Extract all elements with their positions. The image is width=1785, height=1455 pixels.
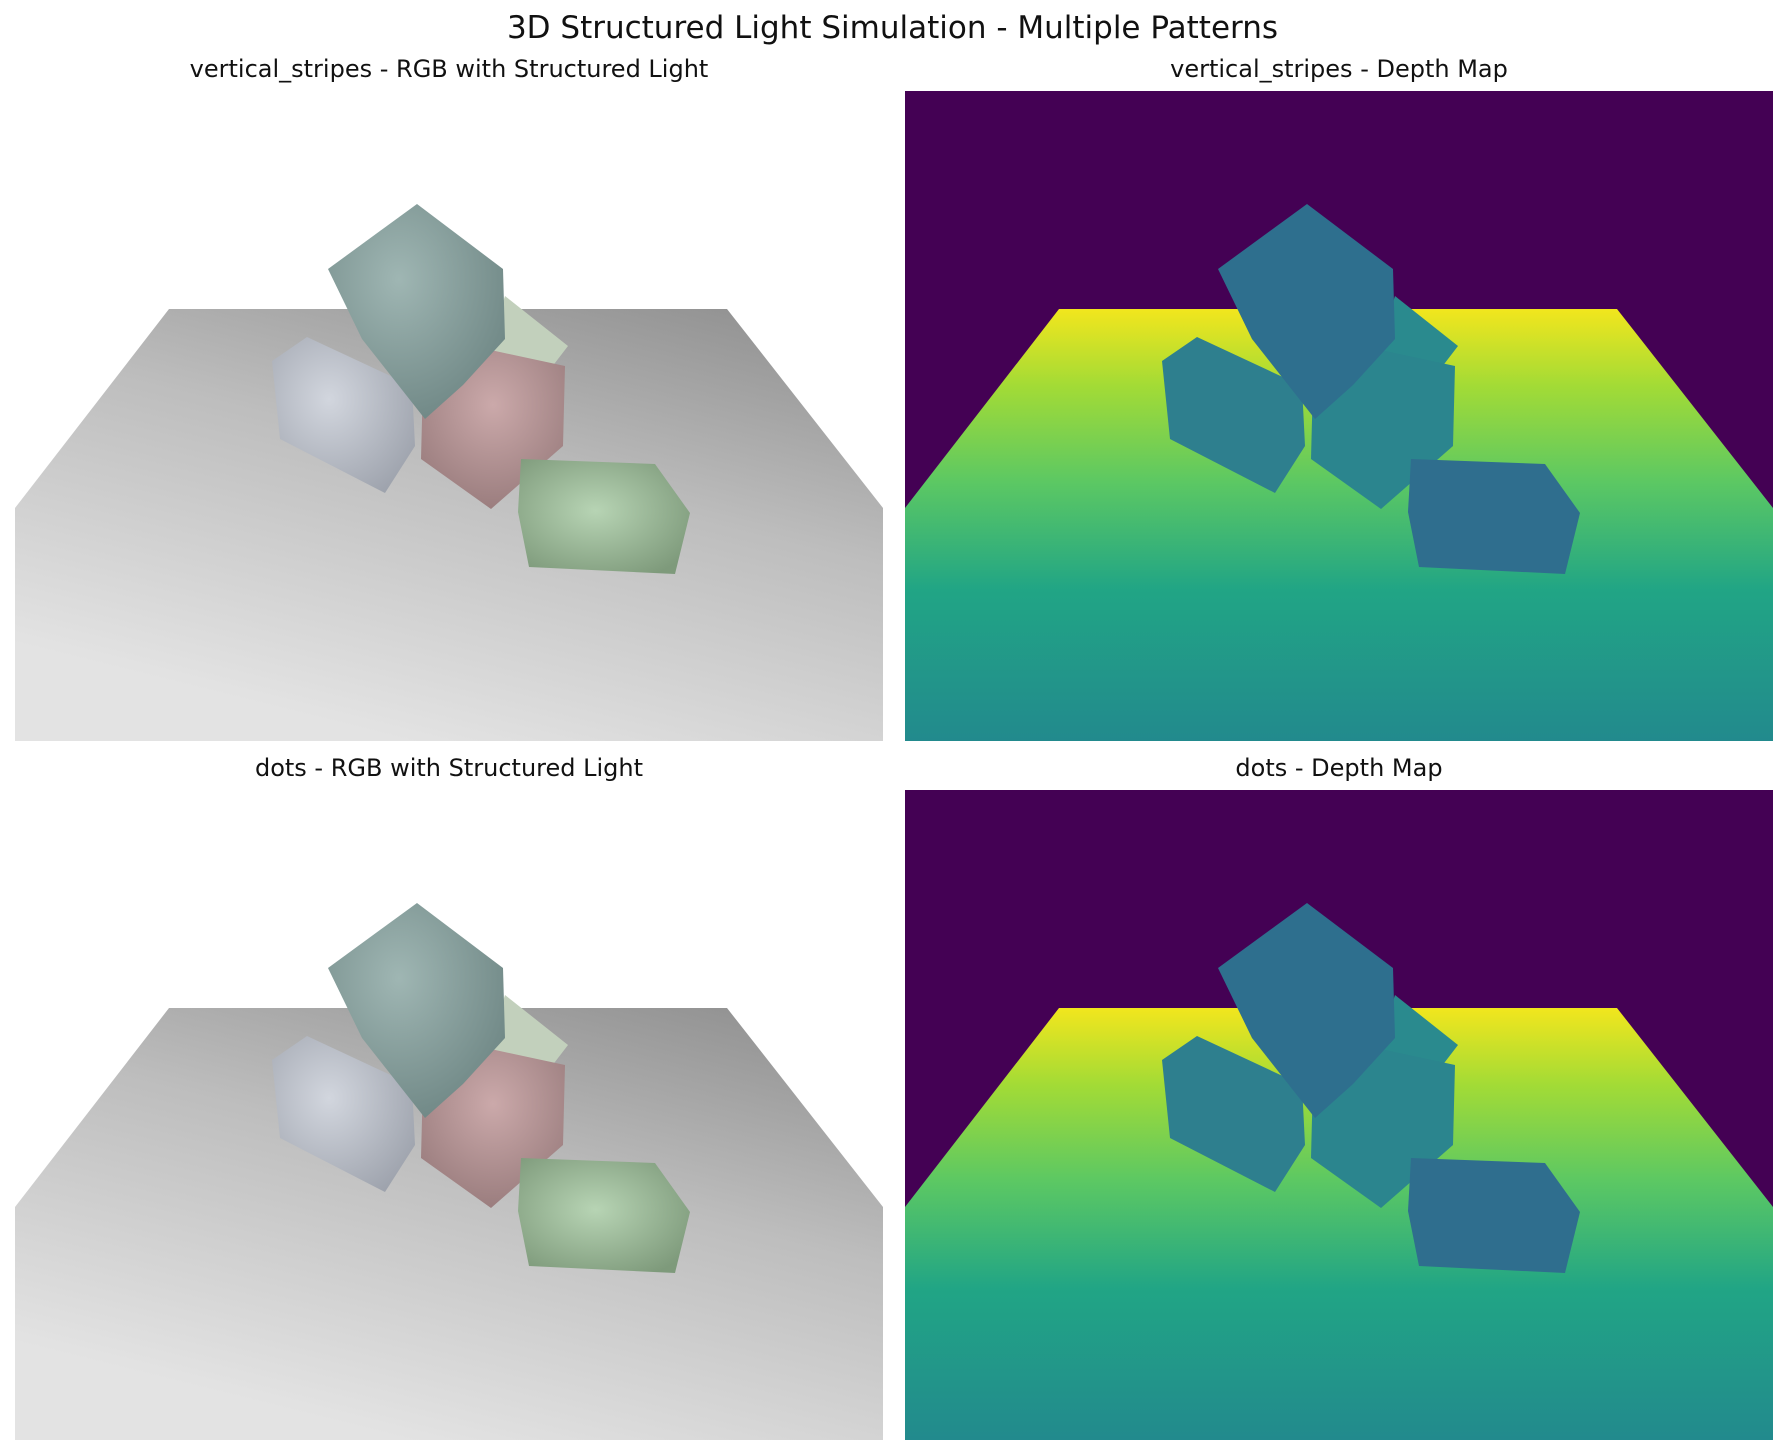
box-teal <box>328 204 505 419</box>
box-teal <box>328 903 505 1118</box>
box-green <box>518 459 690 574</box>
panel-title-stripes-depth: vertical_stripes - Depth Map <box>1170 55 1508 83</box>
box-silver <box>272 1036 415 1192</box>
depth-box-silver <box>1162 337 1305 493</box>
panel-title-stripes-rgb: vertical_stripes - RGB with Structured L… <box>189 55 709 83</box>
floor-plane <box>15 309 883 741</box>
depth-map-stripes <box>905 91 1773 741</box>
depth-map-dots <box>905 790 1773 1440</box>
floor-plane <box>15 1008 883 1440</box>
panel-title-dots-depth: dots - Depth Map <box>1235 754 1443 782</box>
depth-box-silver <box>1162 1036 1305 1192</box>
rgb-image-stripes <box>15 91 883 741</box>
depth-floor <box>905 309 1773 741</box>
depth-box-teal <box>1218 204 1395 419</box>
rgb-image-dots <box>15 790 883 1440</box>
box-silver <box>272 337 415 493</box>
depth-floor <box>905 1008 1773 1440</box>
figure-title: 3D Structured Light Simulation - Multipl… <box>506 10 1279 46</box>
box-green <box>518 1158 690 1273</box>
depth-box-green <box>1408 459 1580 574</box>
depth-box-green <box>1408 1158 1580 1273</box>
depth-box-teal <box>1218 903 1395 1118</box>
panel-title-dots-rgb: dots - RGB with Structured Light <box>254 754 644 782</box>
